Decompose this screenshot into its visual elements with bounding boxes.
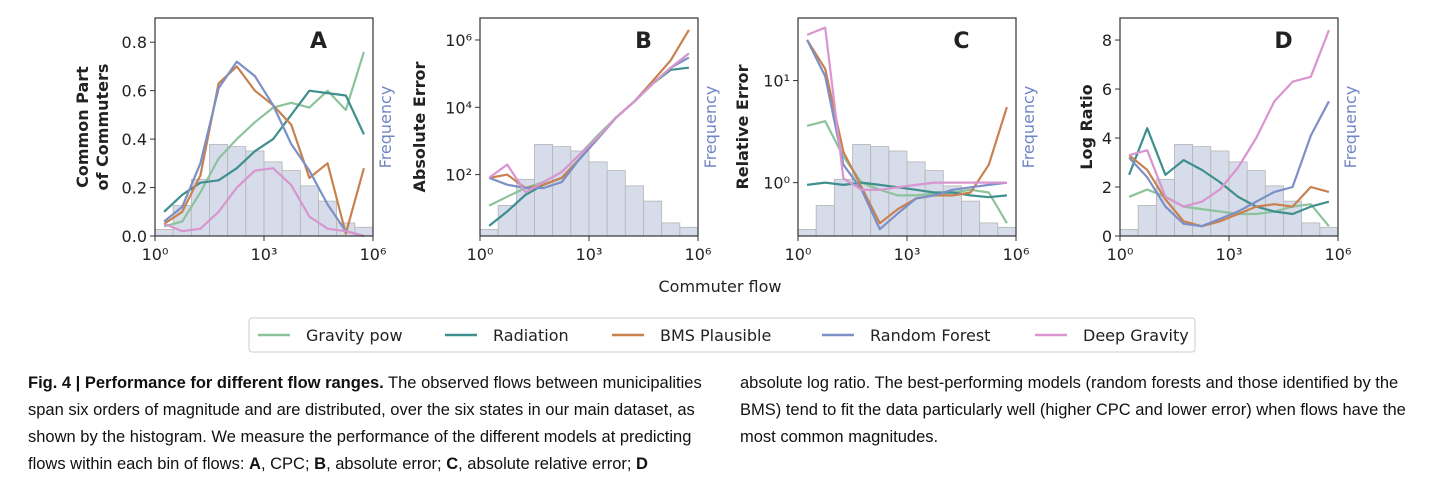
y-axis-label: Log Ratio: [1077, 84, 1096, 169]
series-line: [488, 52, 690, 194]
y-tick-label: 0.2: [122, 179, 147, 198]
legend-label: Radiation: [493, 326, 569, 345]
series-line: [1128, 29, 1330, 208]
y-tick-label: 4: [1102, 129, 1112, 148]
legend-label: Random Forest: [870, 326, 990, 345]
histogram-bar: [606, 170, 626, 237]
histogram-bar: [552, 146, 572, 237]
histogram-bar: [797, 229, 817, 237]
legend-label: Deep Gravity: [1083, 326, 1189, 345]
x-tick-label: 10³: [894, 245, 921, 264]
y-axis-label: Common Part: [73, 66, 92, 188]
panel-label: B: [635, 29, 652, 54]
histogram-bar: [1228, 161, 1248, 237]
y-tick-label: 8: [1102, 31, 1112, 50]
caption-run: B: [314, 455, 327, 473]
x-tick-label: 10⁰: [785, 245, 812, 264]
y-tick-label: 10⁴: [445, 98, 472, 117]
series-line: [163, 65, 365, 235]
y-tick-label: 6: [1102, 80, 1112, 99]
series-line: [163, 167, 365, 238]
histogram-bar: [534, 144, 554, 237]
x-tick-label: 10³: [1216, 245, 1243, 264]
y-tick-label: 0.0: [122, 227, 147, 246]
caption-run: C: [446, 455, 459, 473]
caption-run: absolute log ratio. The best-performing …: [740, 374, 1406, 446]
legend-box: [248, 317, 1196, 353]
panel-label: A: [310, 29, 327, 54]
panel-label: C: [953, 29, 969, 54]
y-tick-label: 10¹: [763, 72, 790, 91]
y2-axis-label: Frequency: [1341, 86, 1360, 169]
series-line: [1128, 100, 1330, 228]
y-tick-label: 10²: [445, 166, 472, 185]
histogram-bar: [979, 222, 999, 237]
y-tick-label: 10⁶: [445, 31, 472, 50]
histogram-bar: [299, 185, 319, 237]
legend-label: BMS Plausible: [660, 326, 771, 345]
y-tick-label: 0.8: [122, 33, 147, 52]
y-tick-label: 0: [1102, 227, 1112, 246]
y-tick-label: 10⁰: [763, 174, 790, 193]
series-line: [1128, 154, 1330, 228]
y-tick-label: 0.4: [122, 130, 147, 149]
y2-axis-label: Frequency: [376, 86, 395, 169]
caption-run: , CPC;: [260, 455, 315, 473]
x-axis-label: Commuter flow: [658, 277, 781, 296]
y-tick-label: 0.6: [122, 82, 147, 101]
histogram-bar: [227, 146, 247, 237]
histogram-bar: [245, 150, 265, 237]
panel-label: D: [1274, 29, 1292, 54]
histogram-bar: [1119, 229, 1139, 237]
histogram-bar: [997, 226, 1017, 237]
caption-run: , absolute relative error;: [458, 455, 637, 473]
caption: Fig. 4 | Performance for different flow …: [28, 370, 1420, 482]
x-tick-label: 10⁰: [467, 245, 494, 264]
series-line: [806, 26, 1007, 191]
caption-run: Fig. 4 | Performance for different flow …: [28, 374, 384, 392]
y2-axis-label: Frequency: [1019, 86, 1038, 169]
y-tick-label: 2: [1102, 178, 1112, 197]
x-tick-label: 10⁶: [1003, 245, 1030, 264]
legend-label: Gravity pow: [306, 326, 403, 345]
histogram-bar: [588, 161, 608, 237]
caption-run: D: [636, 455, 648, 473]
y2-axis-label: Frequency: [701, 86, 720, 169]
histogram-bar: [479, 229, 499, 237]
x-tick-label: 10⁰: [1107, 245, 1134, 264]
y-axis-label: Absolute Error: [410, 61, 429, 192]
x-tick-label: 10⁰: [142, 245, 169, 264]
x-tick-label: 10⁶: [1325, 245, 1352, 264]
histogram-bar: [154, 229, 174, 237]
caption-run: The observed flows between municipalitie…: [28, 374, 702, 473]
histogram-bar: [1319, 226, 1339, 237]
y-axis-label: Relative Error: [733, 64, 752, 189]
histogram-bar: [570, 150, 590, 237]
histogram-bar: [643, 200, 663, 237]
histogram-bar: [624, 185, 644, 237]
series-line: [163, 89, 365, 213]
series-line: [806, 181, 1008, 199]
histogram-bar: [1301, 222, 1321, 237]
histogram-bar: [661, 222, 681, 237]
x-tick-label: 10⁶: [685, 245, 712, 264]
caption-run: A: [249, 455, 261, 473]
histogram-bar: [924, 170, 944, 237]
x-tick-label: 10³: [251, 245, 278, 264]
x-tick-label: 10⁶: [360, 245, 387, 264]
series-line: [163, 60, 365, 238]
histogram-bar: [961, 200, 981, 237]
histogram-bar: [815, 205, 835, 237]
caption-run: , absolute error;: [326, 455, 447, 473]
histogram-bar: [1137, 205, 1157, 237]
y-axis-label: of Commuters: [93, 64, 112, 191]
histogram-bar: [833, 178, 853, 237]
x-tick-label: 10³: [576, 245, 603, 264]
figure: Commuter flow 10⁰ 10³ 10⁶ 0.0 0.2 0.4 0.6 0.8 Co…: [73, 17, 1360, 353]
series-line: [1128, 127, 1330, 216]
histogram-bar: [679, 226, 699, 237]
